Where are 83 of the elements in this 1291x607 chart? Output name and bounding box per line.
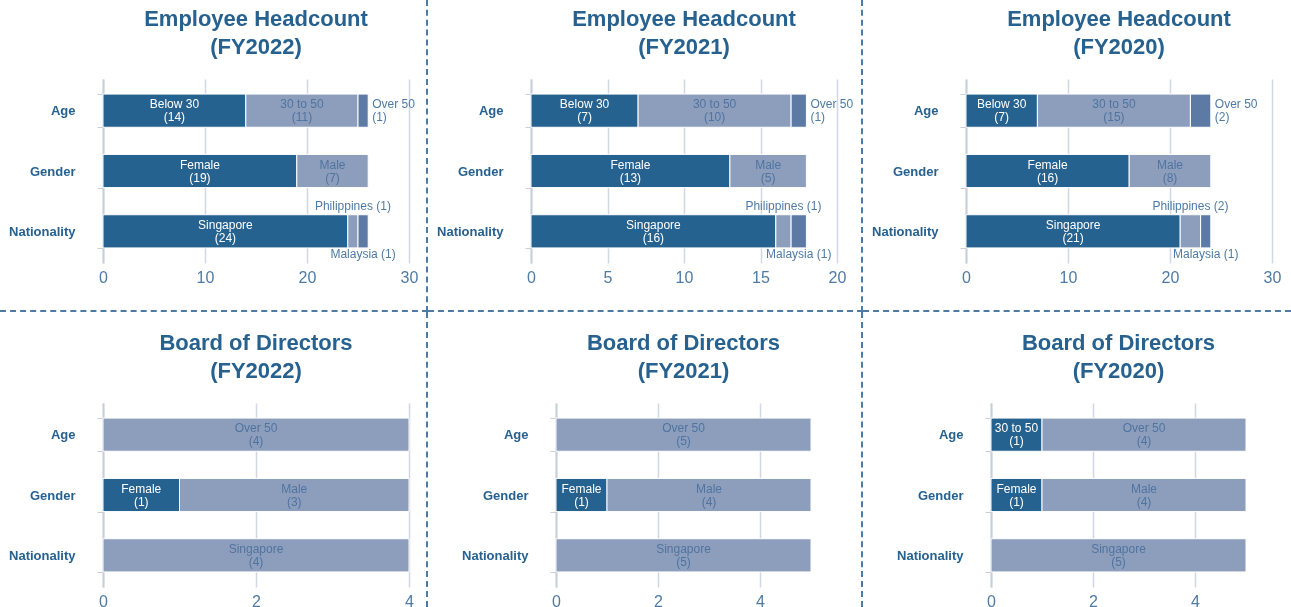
x-tick-label: 10 [1059, 268, 1078, 286]
data-label: Over 50 (1) [372, 97, 416, 125]
data-label: Over 50 (4) [1122, 421, 1166, 449]
y-tick-label: Gender [29, 487, 76, 503]
chart-title: Board of Directors (FY2021) [586, 330, 781, 383]
x-tick-label: 30 [400, 268, 419, 286]
x-tick-label: 0 [987, 592, 997, 607]
data-label: Male (7) [319, 157, 346, 185]
data-label: Malaysia (1) [766, 247, 832, 262]
y-tick-label: Age [50, 427, 76, 443]
data-label: Singapore (21) [1045, 217, 1101, 245]
x-tick-label: 30 [1263, 268, 1282, 286]
data-label: 30 to 50 (11) [280, 97, 324, 125]
data-label: Female (13) [610, 157, 651, 185]
data-label: Male (4) [1130, 481, 1158, 509]
data-label: Female (19) [179, 157, 221, 185]
data-label: Singapore (4) [228, 541, 284, 569]
x-tick-label: 0 [962, 268, 972, 286]
data-label: Female (1) [561, 481, 602, 509]
chart-title: Employee Headcount (FY2022) [144, 6, 369, 59]
data-label: Below 30 (7) [977, 97, 1027, 125]
data-label: Male (8) [1156, 157, 1184, 185]
chart-title: Board of Directors (FY2022) [159, 330, 353, 383]
x-tick-label: 2 [252, 592, 262, 607]
chart-title: Board of Directors (FY2020) [1021, 330, 1216, 383]
data-label: Male (5) [755, 157, 782, 185]
y-tick-label: Nationality [462, 547, 530, 563]
x-tick-label: 10 [196, 268, 215, 286]
data-label: Male (3) [281, 481, 308, 509]
data-label: 30 to 50 (10) [692, 97, 737, 125]
x-tick-label: 0 [552, 592, 562, 607]
data-label: Singapore (5) [656, 541, 712, 569]
x-tick-label: 0 [99, 268, 109, 286]
x-tick-label: 10 [675, 268, 694, 286]
data-label: Over 50 (2) [1214, 97, 1258, 125]
y-tick-label: Gender [457, 163, 504, 179]
x-tick-label: 5 [603, 268, 613, 286]
data-label: Over 50 (1) [810, 97, 854, 125]
data-label: Philippines (1) [314, 199, 391, 214]
x-tick-label: 20 [298, 268, 317, 286]
x-tick-label: 2 [654, 592, 664, 607]
y-tick-label: Nationality [897, 547, 965, 563]
y-tick-label: Age [478, 103, 504, 119]
y-tick-label: Nationality [872, 223, 940, 239]
data-label: Female (1) [121, 481, 162, 509]
data-label: Over 50 (4) [234, 421, 278, 449]
x-tick-label: 4 [756, 592, 766, 607]
chart-title: Employee Headcount (FY2021) [572, 6, 797, 59]
data-label: Over 50 (5) [662, 421, 706, 449]
data-label: Philippines (2) [1152, 199, 1229, 214]
data-label: Female (1) [996, 481, 1037, 509]
data-label: Singapore (16) [626, 217, 682, 245]
x-tick-label: 2 [1089, 592, 1099, 607]
x-tick-label: 0 [99, 592, 109, 607]
x-tick-label: 15 [752, 268, 770, 286]
data-label: Singapore (5) [1091, 541, 1147, 569]
data-label: Philippines (1) [745, 199, 822, 214]
data-label: Malaysia (1) [330, 247, 396, 262]
x-tick-label: 4 [1191, 592, 1201, 607]
data-label: 30 to 50 (15) [1092, 97, 1136, 125]
chart-title: Employee Headcount (FY2020) [1007, 6, 1232, 59]
x-tick-label: 0 [527, 268, 537, 286]
data-label: Below 30 (14) [149, 97, 200, 125]
y-tick-label: Nationality [9, 547, 77, 563]
y-tick-label: Age [50, 103, 76, 119]
data-label: Singapore (24) [198, 217, 254, 245]
y-tick-label: Gender [892, 163, 939, 179]
y-tick-label: Age [503, 427, 529, 443]
y-tick-label: Gender [29, 163, 76, 179]
y-tick-label: Nationality [437, 223, 505, 239]
data-label: Female (16) [1027, 157, 1068, 185]
x-tick-label: 20 [1161, 268, 1180, 286]
data-label: Male (4) [695, 481, 723, 509]
x-tick-label: 20 [828, 268, 847, 286]
y-tick-label: Nationality [9, 223, 77, 239]
data-label: 30 to 50 (1) [994, 421, 1039, 449]
y-tick-label: Age [913, 103, 939, 119]
x-tick-label: 4 [405, 592, 415, 607]
y-tick-label: Gender [917, 487, 964, 503]
data-label: Malaysia (1) [1173, 247, 1239, 262]
data-label: Below 30 (7) [559, 97, 610, 125]
y-tick-label: Gender [482, 487, 529, 503]
y-tick-label: Age [938, 427, 964, 443]
